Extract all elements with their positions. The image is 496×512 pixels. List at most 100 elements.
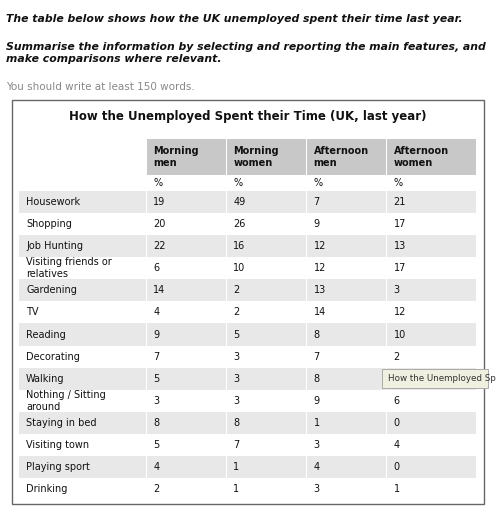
Text: 5: 5: [234, 330, 240, 339]
Bar: [227, 368, 306, 390]
Bar: [307, 368, 386, 390]
Bar: [387, 368, 476, 390]
Text: 0: 0: [394, 462, 400, 472]
Text: Morning
women: Morning women: [234, 146, 279, 168]
Text: 8: 8: [153, 418, 159, 428]
Bar: [387, 456, 476, 478]
Bar: [147, 191, 226, 213]
Text: 1: 1: [313, 418, 319, 428]
Bar: [387, 213, 476, 235]
Bar: [227, 213, 306, 235]
Bar: [227, 456, 306, 478]
Bar: [19, 324, 146, 346]
Text: 13: 13: [313, 285, 326, 295]
Bar: [387, 235, 476, 257]
Text: 5: 5: [153, 440, 160, 450]
Bar: [19, 434, 146, 456]
Bar: [147, 346, 226, 368]
Bar: [227, 139, 306, 175]
Text: 4: 4: [394, 440, 400, 450]
Bar: [147, 213, 226, 235]
Bar: [19, 191, 146, 213]
Bar: [19, 346, 146, 368]
Bar: [19, 368, 146, 390]
Text: 7: 7: [234, 440, 240, 450]
Text: 2: 2: [234, 307, 240, 317]
Bar: [387, 139, 476, 175]
Text: 0: 0: [394, 418, 400, 428]
Text: Summarise the information by selecting and reporting the main features, and
make: Summarise the information by selecting a…: [6, 42, 486, 63]
Bar: [387, 257, 476, 279]
Bar: [227, 346, 306, 368]
Text: 26: 26: [234, 219, 246, 229]
Text: 20: 20: [153, 219, 166, 229]
Bar: [307, 412, 386, 434]
Bar: [19, 412, 146, 434]
Bar: [19, 235, 146, 257]
Bar: [387, 390, 476, 412]
Text: 17: 17: [394, 219, 406, 229]
Text: 8: 8: [234, 418, 240, 428]
Text: TV: TV: [26, 307, 39, 317]
Text: 21: 21: [394, 197, 406, 207]
Text: 5: 5: [153, 374, 160, 383]
Bar: [147, 324, 226, 346]
Bar: [307, 478, 386, 500]
Text: Afternoon
men: Afternoon men: [313, 146, 369, 168]
Text: Decorating: Decorating: [26, 352, 80, 361]
Bar: [387, 324, 476, 346]
Bar: [227, 324, 306, 346]
Bar: [19, 478, 146, 500]
Text: The table below shows how the UK unemployed spent their time last year.: The table below shows how the UK unemplo…: [6, 14, 463, 25]
Bar: [19, 302, 146, 324]
Bar: [147, 175, 226, 191]
Bar: [147, 235, 226, 257]
Bar: [19, 175, 146, 191]
Text: 17: 17: [394, 263, 406, 273]
Text: 7: 7: [313, 197, 320, 207]
Bar: [307, 191, 386, 213]
Bar: [307, 324, 386, 346]
Bar: [307, 279, 386, 302]
Text: %: %: [313, 178, 322, 188]
Text: 3: 3: [313, 484, 319, 494]
Bar: [147, 257, 226, 279]
Bar: [147, 390, 226, 412]
Text: 10: 10: [394, 330, 406, 339]
Bar: [147, 434, 226, 456]
Text: Job Hunting: Job Hunting: [26, 241, 83, 251]
Text: %: %: [394, 178, 403, 188]
Bar: [227, 279, 306, 302]
Bar: [227, 412, 306, 434]
Text: %: %: [234, 178, 243, 188]
Bar: [227, 478, 306, 500]
Bar: [147, 139, 226, 175]
Text: Nothing / Sitting
around: Nothing / Sitting around: [26, 390, 106, 412]
Text: 3: 3: [234, 352, 240, 361]
Text: Housework: Housework: [26, 197, 80, 207]
Bar: [147, 279, 226, 302]
Text: Playing sport: Playing sport: [26, 462, 90, 472]
Bar: [387, 412, 476, 434]
Text: 1: 1: [234, 484, 240, 494]
Text: 7: 7: [313, 352, 320, 361]
Bar: [19, 456, 146, 478]
Text: Visiting friends or
relatives: Visiting friends or relatives: [26, 257, 112, 280]
Text: 3: 3: [394, 285, 400, 295]
Text: Afternoon
women: Afternoon women: [394, 146, 449, 168]
Bar: [307, 302, 386, 324]
Text: Shopping: Shopping: [26, 219, 72, 229]
Text: 12: 12: [313, 263, 326, 273]
Bar: [307, 257, 386, 279]
Bar: [147, 412, 226, 434]
Bar: [387, 175, 476, 191]
Text: %: %: [153, 178, 162, 188]
Text: How the Unemployed Spent their Time (UK, last year): How the Unemployed Spent their Time (UK,…: [69, 110, 427, 123]
Bar: [19, 390, 146, 412]
Bar: [227, 191, 306, 213]
Text: 14: 14: [313, 307, 326, 317]
Bar: [227, 434, 306, 456]
Text: 22: 22: [153, 241, 166, 251]
Text: 12: 12: [394, 307, 406, 317]
Text: 16: 16: [234, 241, 246, 251]
